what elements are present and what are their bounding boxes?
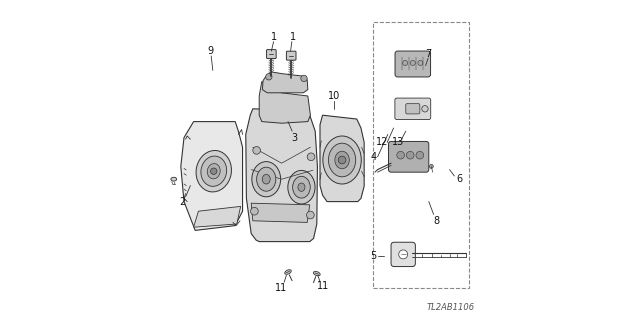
Circle shape	[429, 164, 433, 168]
Ellipse shape	[314, 271, 320, 276]
Text: 1: 1	[290, 32, 296, 42]
Circle shape	[307, 211, 314, 219]
Polygon shape	[262, 72, 308, 93]
Polygon shape	[181, 122, 243, 230]
Ellipse shape	[207, 164, 220, 179]
Circle shape	[410, 60, 415, 66]
Bar	[372, 22, 468, 288]
Text: 3: 3	[291, 132, 298, 143]
Polygon shape	[259, 82, 310, 123]
Text: 7: 7	[426, 49, 432, 60]
Polygon shape	[320, 115, 364, 202]
Text: 12: 12	[376, 137, 388, 148]
Circle shape	[250, 207, 258, 215]
Circle shape	[339, 156, 346, 164]
FancyBboxPatch shape	[406, 104, 420, 114]
Ellipse shape	[262, 174, 270, 184]
Ellipse shape	[257, 167, 276, 191]
Circle shape	[422, 106, 428, 112]
Ellipse shape	[196, 150, 232, 192]
Text: 8: 8	[434, 216, 440, 226]
Text: 5: 5	[371, 251, 377, 261]
Circle shape	[211, 168, 217, 174]
Text: 4: 4	[371, 152, 377, 162]
Text: 11: 11	[317, 281, 330, 292]
Text: 1: 1	[271, 32, 276, 42]
Text: 10: 10	[328, 91, 340, 101]
Circle shape	[399, 250, 408, 259]
FancyBboxPatch shape	[395, 51, 431, 77]
Text: 11: 11	[275, 283, 287, 293]
FancyBboxPatch shape	[267, 50, 276, 59]
Polygon shape	[251, 203, 310, 222]
Circle shape	[403, 60, 408, 66]
FancyBboxPatch shape	[388, 141, 429, 172]
Circle shape	[397, 151, 404, 159]
Text: TL2AB1106: TL2AB1106	[427, 303, 475, 312]
Ellipse shape	[171, 177, 177, 181]
Circle shape	[418, 60, 423, 66]
Polygon shape	[246, 109, 317, 242]
Ellipse shape	[252, 162, 280, 197]
Ellipse shape	[285, 270, 291, 274]
Ellipse shape	[323, 136, 361, 184]
Polygon shape	[193, 206, 241, 227]
Ellipse shape	[335, 151, 349, 169]
Ellipse shape	[288, 170, 315, 204]
Text: 9: 9	[207, 46, 214, 56]
Circle shape	[307, 153, 315, 161]
Circle shape	[253, 147, 260, 154]
Circle shape	[406, 151, 414, 159]
Ellipse shape	[328, 143, 356, 177]
Circle shape	[266, 74, 272, 80]
Circle shape	[301, 75, 307, 82]
Text: 13: 13	[392, 137, 404, 148]
Circle shape	[416, 151, 424, 159]
Ellipse shape	[201, 156, 227, 186]
Ellipse shape	[292, 176, 310, 198]
Text: 6: 6	[456, 174, 462, 184]
FancyBboxPatch shape	[391, 242, 415, 267]
Text: 2: 2	[179, 196, 186, 207]
FancyBboxPatch shape	[287, 51, 296, 60]
FancyBboxPatch shape	[395, 98, 431, 119]
Ellipse shape	[298, 183, 305, 191]
